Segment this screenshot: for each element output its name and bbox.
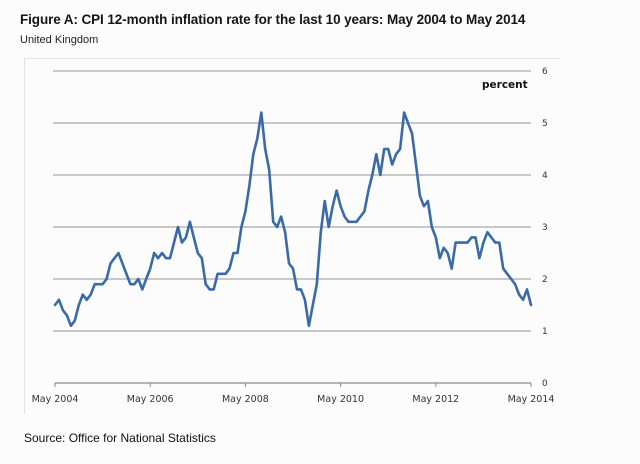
x-tick-label: May 2012 [412, 394, 459, 405]
gridlines [53, 70, 531, 332]
y-axis-labels: 0 1 2 3 4 5 6 [542, 67, 548, 389]
y-axis-unit-label: percent [482, 79, 528, 91]
chart-frame [24, 58, 560, 414]
y-tick-label: 1 [542, 327, 548, 337]
x-tick-label: May 2010 [317, 394, 364, 405]
x-tick-label: May 2006 [127, 394, 174, 405]
y-tick-label: 6 [542, 67, 548, 77]
y-tick-label: 2 [542, 275, 548, 285]
y-tick-label: 5 [542, 119, 548, 129]
y-tick-label: 0 [542, 379, 548, 389]
x-tick-label: May 2008 [222, 394, 269, 405]
x-axis-labels: May 2004 May 2006 May 2008 May 2010 May 2012… [32, 394, 555, 405]
series-points [55, 113, 531, 326]
y-tick-label: 3 [542, 223, 548, 233]
chart-subtitle: United Kingdom [20, 34, 99, 46]
chart-title: Figure A: CPI 12-month inflation rate fo… [20, 12, 526, 27]
x-tick-label: May 2004 [32, 394, 79, 405]
series-line-cpi [53, 111, 533, 328]
source-note: Source: Office for National Statistics [24, 431, 216, 445]
x-tick-label: May 2014 [508, 394, 555, 405]
y-tick-label: 4 [542, 171, 548, 181]
x-axis [54, 382, 532, 387]
